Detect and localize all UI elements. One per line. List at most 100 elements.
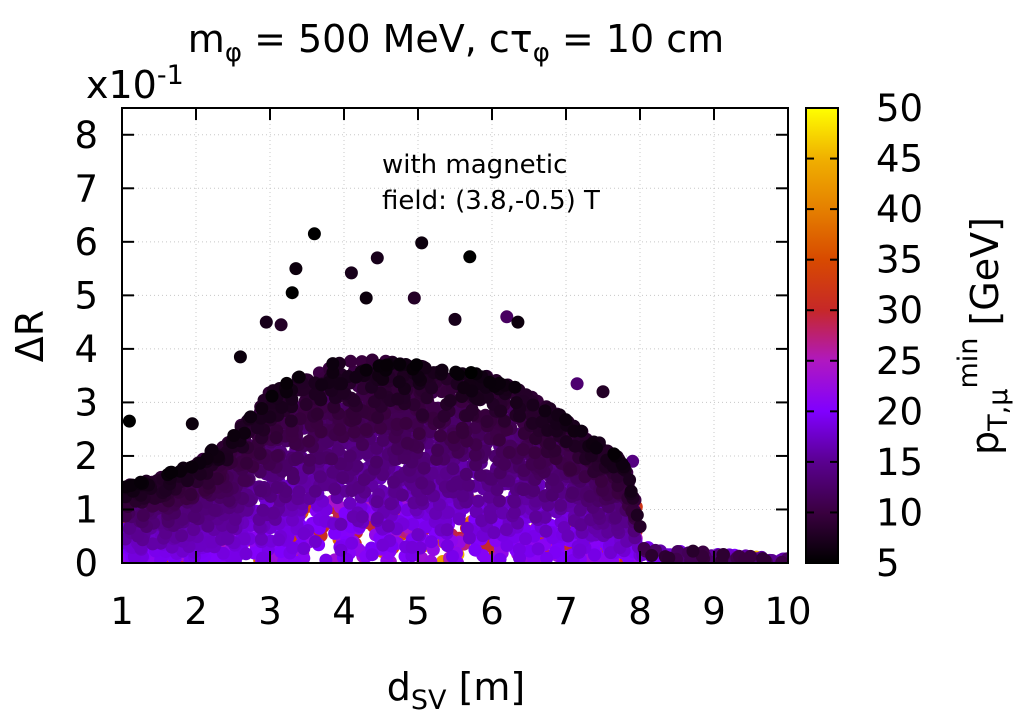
data-point — [216, 546, 230, 560]
data-point — [499, 523, 513, 537]
data-point — [359, 423, 373, 437]
data-point — [464, 366, 478, 380]
data-point — [307, 227, 321, 241]
x-tick-label: 10 — [764, 590, 811, 633]
x-tick-label: 1 — [110, 590, 134, 633]
data-point — [459, 467, 473, 481]
data-point — [440, 539, 454, 553]
colorbar-tick-label: 25 — [876, 340, 923, 383]
data-point — [570, 377, 584, 391]
data-point — [465, 403, 479, 417]
data-point — [185, 417, 199, 431]
data-point — [559, 435, 573, 449]
data-point — [460, 521, 474, 535]
data-point — [131, 529, 145, 543]
data-point — [326, 357, 340, 371]
data-point — [391, 392, 405, 406]
data-point — [221, 532, 235, 546]
data-point — [411, 528, 425, 542]
data-point — [452, 512, 466, 526]
data-point — [474, 468, 487, 482]
data-point — [528, 446, 542, 460]
data-point — [201, 476, 215, 490]
data-point — [469, 458, 483, 472]
data-point — [405, 540, 419, 554]
data-point — [123, 521, 137, 535]
data-point — [540, 551, 554, 563]
data-point — [228, 513, 242, 526]
data-point — [538, 404, 552, 418]
data-point — [365, 548, 379, 562]
data-point — [376, 433, 390, 447]
data-point — [181, 474, 194, 488]
data-point — [775, 555, 788, 563]
x-tick-label: 7 — [554, 590, 578, 633]
data-point — [380, 358, 394, 372]
data-point — [265, 389, 279, 403]
data-point — [427, 401, 441, 415]
data-point — [588, 548, 601, 562]
data-point — [237, 532, 251, 546]
data-point — [314, 393, 328, 407]
data-point — [493, 376, 506, 390]
colorbar-tick-label: 45 — [876, 138, 923, 181]
data-point — [285, 286, 299, 300]
data-point — [328, 526, 342, 540]
data-point — [546, 473, 560, 487]
data-point — [624, 484, 638, 498]
data-point — [457, 381, 471, 395]
data-point — [299, 398, 313, 411]
x-tick-label: 9 — [702, 590, 726, 633]
x-axis-label: dSV [m] — [387, 665, 525, 716]
data-point — [269, 431, 283, 445]
data-point — [573, 503, 587, 517]
data-point — [566, 486, 579, 500]
data-point — [344, 354, 358, 368]
colorbar-label: pT,μmin [GeV] — [953, 217, 1014, 455]
data-point — [136, 508, 150, 522]
data-point — [256, 551, 270, 563]
data-point — [291, 451, 304, 465]
data-point — [187, 523, 201, 537]
data-point — [406, 517, 420, 531]
data-point — [448, 312, 462, 326]
data-point — [686, 544, 700, 558]
data-point — [446, 462, 460, 476]
data-point — [270, 481, 284, 494]
data-point — [344, 266, 358, 280]
data-point — [345, 536, 359, 550]
colorbar-tick-label: 35 — [876, 239, 923, 282]
colorbar-tick-label: 5 — [876, 542, 900, 585]
data-point — [498, 457, 511, 471]
data-point — [343, 496, 357, 510]
data-point — [564, 463, 578, 477]
y-axis-label: ΔR — [8, 310, 52, 362]
data-point — [492, 433, 506, 447]
data-point — [462, 478, 475, 492]
data-point — [122, 509, 132, 523]
colorbar-tick-label: 10 — [876, 491, 923, 534]
data-point — [526, 398, 540, 412]
y-tick-label: 3 — [74, 381, 98, 424]
data-point — [347, 425, 361, 439]
data-point — [292, 370, 306, 384]
data-point — [165, 465, 179, 479]
data-point — [483, 472, 497, 486]
data-point — [255, 402, 269, 415]
data-point — [451, 367, 465, 381]
data-point — [456, 426, 470, 440]
data-point — [513, 551, 526, 563]
plot-frame — [121, 107, 789, 564]
data-point — [574, 424, 588, 438]
data-point — [417, 461, 431, 475]
data-point — [399, 416, 413, 430]
data-point — [573, 543, 587, 557]
data-point — [441, 505, 455, 519]
data-point — [285, 424, 299, 438]
data-point — [357, 473, 371, 487]
data-point — [263, 410, 277, 424]
data-point — [333, 423, 347, 437]
data-point — [240, 456, 254, 470]
data-point — [286, 513, 299, 527]
data-point — [254, 484, 268, 498]
